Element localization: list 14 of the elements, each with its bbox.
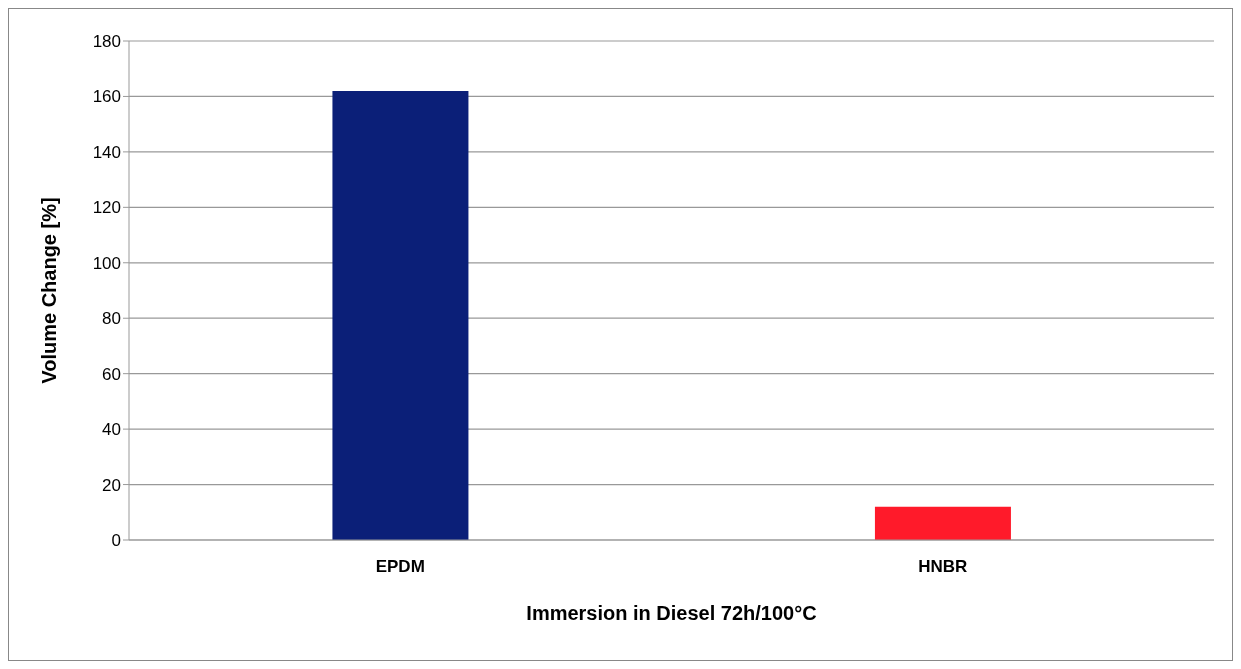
y-tick-label: 160 (92, 87, 121, 107)
x-tick-label: HNBR (918, 557, 968, 577)
y-tick-label: 20 (102, 475, 121, 495)
y-tick-label: 140 (92, 142, 121, 162)
y-tick-label: 80 (102, 309, 121, 329)
y-tick-label: 120 (92, 198, 121, 218)
y-tick-label: 0 (111, 531, 121, 551)
y-tick-label: 40 (102, 420, 121, 440)
y-tick-label: 100 (92, 253, 121, 273)
y-tick-label: 60 (102, 364, 121, 384)
y-axis-title: Volume Change [%] (38, 197, 61, 384)
x-tick-label: EPDM (375, 557, 425, 577)
x-axis-title: Immersion in Diesel 72h/100°C (526, 602, 817, 624)
y-tick-label: 180 (92, 32, 121, 52)
